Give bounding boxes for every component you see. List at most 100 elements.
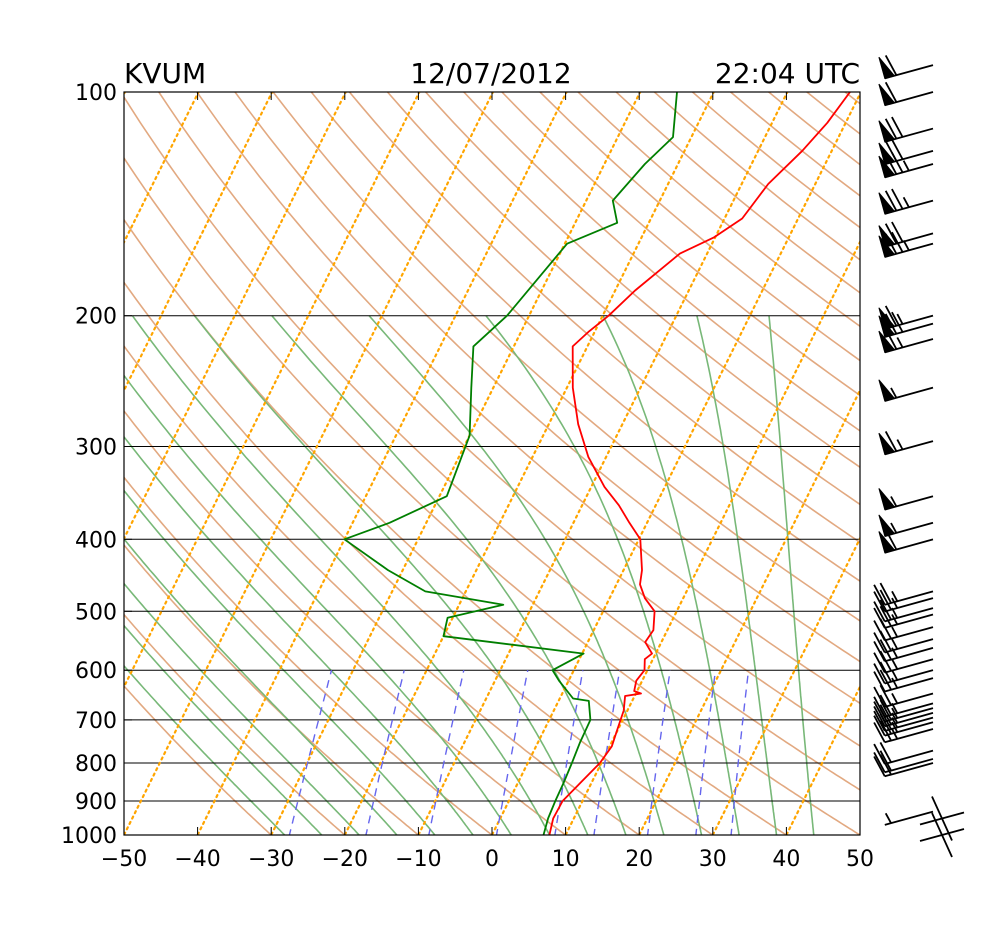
- station-label: KVUM: [124, 57, 206, 90]
- x-tick-label: −50: [101, 847, 147, 872]
- dewpoint-profile-line: [343, 92, 678, 835]
- dry-adiabat-line: [157, 92, 860, 747]
- isotherm-line: [858, 832, 860, 835]
- isotherm-line: [637, 387, 860, 835]
- wind-barb: [873, 605, 934, 629]
- isotherm-line: [196, 92, 568, 835]
- dry-adiabat-line: [234, 92, 860, 663]
- isotherm-line: [0, 75, 60, 850]
- x-tick-label: 0: [485, 847, 499, 872]
- dry-adiabat-line: [538, 92, 860, 362]
- moist-adiabat-line: [124, 664, 286, 835]
- wind-barb: [873, 639, 934, 663]
- x-tick-label: −30: [248, 847, 294, 872]
- mixing-ratio-line: [593, 670, 621, 835]
- dry-adiabat-line: [124, 281, 715, 835]
- mixing-ratio-line: [695, 670, 717, 835]
- sounding-profiles: [343, 92, 851, 835]
- y-tick-label: 600: [75, 659, 117, 684]
- moist-adiabat-line: [193, 315, 589, 835]
- dry-adiabat-line: [124, 476, 494, 835]
- moist-adiabat-line: [485, 315, 703, 835]
- wind-barb: [878, 188, 934, 215]
- temperature-profile-line: [548, 92, 851, 835]
- dry-adiabat-line: [124, 95, 860, 791]
- moist-adiabat-line: [124, 537, 398, 835]
- mixing-ratio-line: [730, 670, 750, 835]
- y-tick-label: 800: [75, 752, 117, 777]
- date-label: 12/07/2012: [410, 57, 571, 90]
- isotherms: [0, 75, 860, 850]
- wind-barb: [873, 661, 934, 685]
- dry-adiabat-line: [500, 92, 860, 397]
- wind-barb: [873, 599, 934, 623]
- x-tick-label: 30: [699, 847, 727, 872]
- wind-barb: [884, 810, 934, 826]
- x-tick-label: −10: [395, 847, 441, 872]
- dry-adiabat-line: [348, 92, 860, 544]
- isotherm-line: [564, 239, 860, 835]
- x-tick-label: 50: [846, 847, 874, 872]
- dry-adiabat-line: [615, 92, 860, 294]
- dry-adiabat-line: [124, 409, 567, 835]
- mixing-ratio-line: [428, 670, 465, 835]
- wind-barb: [878, 514, 934, 537]
- dry-adiabat-line: [124, 543, 420, 835]
- wind-barb: [873, 720, 934, 744]
- dry-adiabat-line: [424, 92, 860, 469]
- moist-adiabat-line: [124, 435, 474, 835]
- wind-barb: [873, 582, 934, 606]
- x-tick-label: 20: [625, 847, 653, 872]
- mixing-ratio-line: [554, 670, 584, 835]
- dry-adiabat-line: [124, 613, 347, 835]
- mixing-ratio-line: [288, 670, 333, 835]
- y-tick-label: 400: [75, 528, 117, 553]
- dry-adiabat-line: [310, 92, 860, 583]
- moist-adiabat-line: [124, 489, 436, 835]
- y-tick-label: 700: [75, 709, 117, 734]
- y-tick-label: 100: [75, 81, 117, 106]
- moist-adiabat-line: [124, 624, 323, 835]
- isotherm-line: [343, 92, 715, 835]
- dry-adiabat-line: [124, 156, 860, 835]
- x-tick-label: 10: [552, 847, 580, 872]
- x-tick-label: −40: [174, 847, 220, 872]
- wind-barb: [873, 741, 934, 765]
- wind-barb: [878, 488, 934, 511]
- x-axis: −50 −40 −30 −20 −10 0 10 20 30 40 50: [101, 92, 874, 872]
- mixing-ratio-lines: [288, 670, 750, 835]
- moist-adiabat-line: [131, 315, 551, 835]
- y-tick-label: 900: [75, 790, 117, 815]
- dry-adiabat-line: [124, 344, 641, 835]
- moist-adiabat-line: [768, 315, 815, 835]
- isotherm-line: [124, 92, 495, 835]
- isotherm-line: [711, 536, 860, 835]
- wind-barb: [878, 305, 934, 330]
- isotherm-line: [785, 684, 860, 835]
- y-axis: 100 200 300 400 500 600 700 800 900 1000: [61, 81, 132, 849]
- dry-adiabat-line: [124, 684, 273, 835]
- dry-adiabat-line: [462, 92, 860, 432]
- y-tick-label: 500: [75, 600, 117, 625]
- mixing-ratio-line: [365, 670, 405, 835]
- dry-adiabat-line: [195, 92, 860, 705]
- y-tick-label: 1000: [61, 824, 117, 849]
- wind-barb: [873, 650, 934, 674]
- moist-adiabats: [124, 315, 815, 835]
- isotherm-line: [124, 92, 421, 690]
- isotherm-line: [269, 92, 642, 835]
- wind-barb: [873, 750, 934, 774]
- wind-barb: [878, 328, 934, 354]
- x-tick-label: −20: [322, 847, 368, 872]
- x-tick-label: 40: [772, 847, 800, 872]
- dry-adiabat-line: [272, 92, 860, 622]
- isotherm-line: [124, 92, 200, 245]
- wind-barbs: [873, 54, 965, 858]
- moist-adiabat-line: [696, 315, 778, 835]
- dry-adiabat-line: [386, 92, 860, 506]
- moist-adiabat-line: [124, 374, 513, 835]
- wind-barb: [873, 630, 934, 654]
- y-tick-label: 300: [75, 436, 117, 461]
- mixing-ratio-line: [646, 670, 671, 835]
